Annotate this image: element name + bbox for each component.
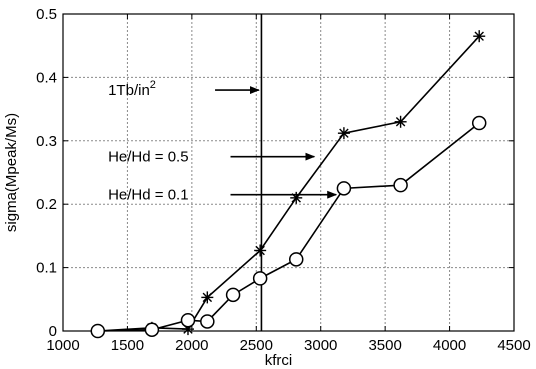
x-axis-label: kfrci — [265, 352, 293, 369]
grid — [63, 14, 514, 331]
x-tick-label: 2500 — [240, 337, 273, 354]
x-tick-label: 4000 — [433, 337, 466, 354]
y-tick-label: 0.5 — [36, 6, 57, 23]
data-point-circle — [393, 177, 408, 193]
annotation: He/Hd = 0.5 — [108, 149, 316, 166]
data-point-circle — [288, 252, 304, 267]
annotations: 1Tb/in2 He/Hd = 0.5 He/Hd = 0.1 — [108, 79, 338, 204]
data-point-asterisk — [290, 191, 303, 204]
x-tick-label: 3500 — [368, 337, 401, 354]
data-point-circle — [200, 314, 215, 329]
x-tick-label: 4500 — [497, 337, 530, 354]
data-point-asterisk — [394, 115, 407, 128]
data-point-asterisk — [473, 30, 486, 43]
y-tick-label: 0 — [49, 323, 57, 340]
series — [90, 14, 487, 339]
data-point-circle — [90, 323, 106, 339]
data-point-asterisk — [201, 291, 214, 304]
series-asterisk — [91, 30, 486, 337]
data-point-circle — [471, 115, 487, 131]
data-point-asterisk — [254, 244, 267, 257]
data-point-circle — [252, 271, 268, 286]
data-point-circle — [180, 312, 196, 328]
data-point-circle — [225, 287, 241, 303]
y-axis-label: sigma(Mpeak/Ms) — [3, 113, 20, 232]
axes: 1000 1500 2000 2500 3000 3500 4000 4500 0 0.1 0.2 0… — [36, 6, 531, 354]
y-tick-label: 0.4 — [36, 69, 57, 86]
annotation: 1Tb/in2 — [108, 79, 260, 99]
series-line — [97, 122, 480, 332]
data-point-asterisk — [337, 127, 350, 140]
x-tick-label: 2000 — [175, 337, 208, 354]
data-point-circle — [144, 322, 160, 337]
data-point-circle — [336, 181, 352, 196]
series-circle — [90, 115, 487, 339]
y-tick-label: 0.2 — [36, 196, 57, 213]
x-tick-label: 1000 — [46, 337, 79, 354]
annotation: He/Hd = 0.1 — [108, 187, 338, 204]
x-tick-label: 3000 — [304, 337, 337, 354]
annotation-text: He/Hd = 0.5 — [108, 149, 188, 166]
annotation-text: 1Tb/in2 — [108, 79, 156, 99]
plot-frame — [62, 13, 515, 332]
annotation-text: He/Hd = 0.1 — [108, 187, 188, 204]
y-tick-label: 0.3 — [36, 133, 57, 150]
x-tick-label: 1500 — [111, 337, 144, 354]
y-tick-label: 0.1 — [36, 260, 57, 277]
